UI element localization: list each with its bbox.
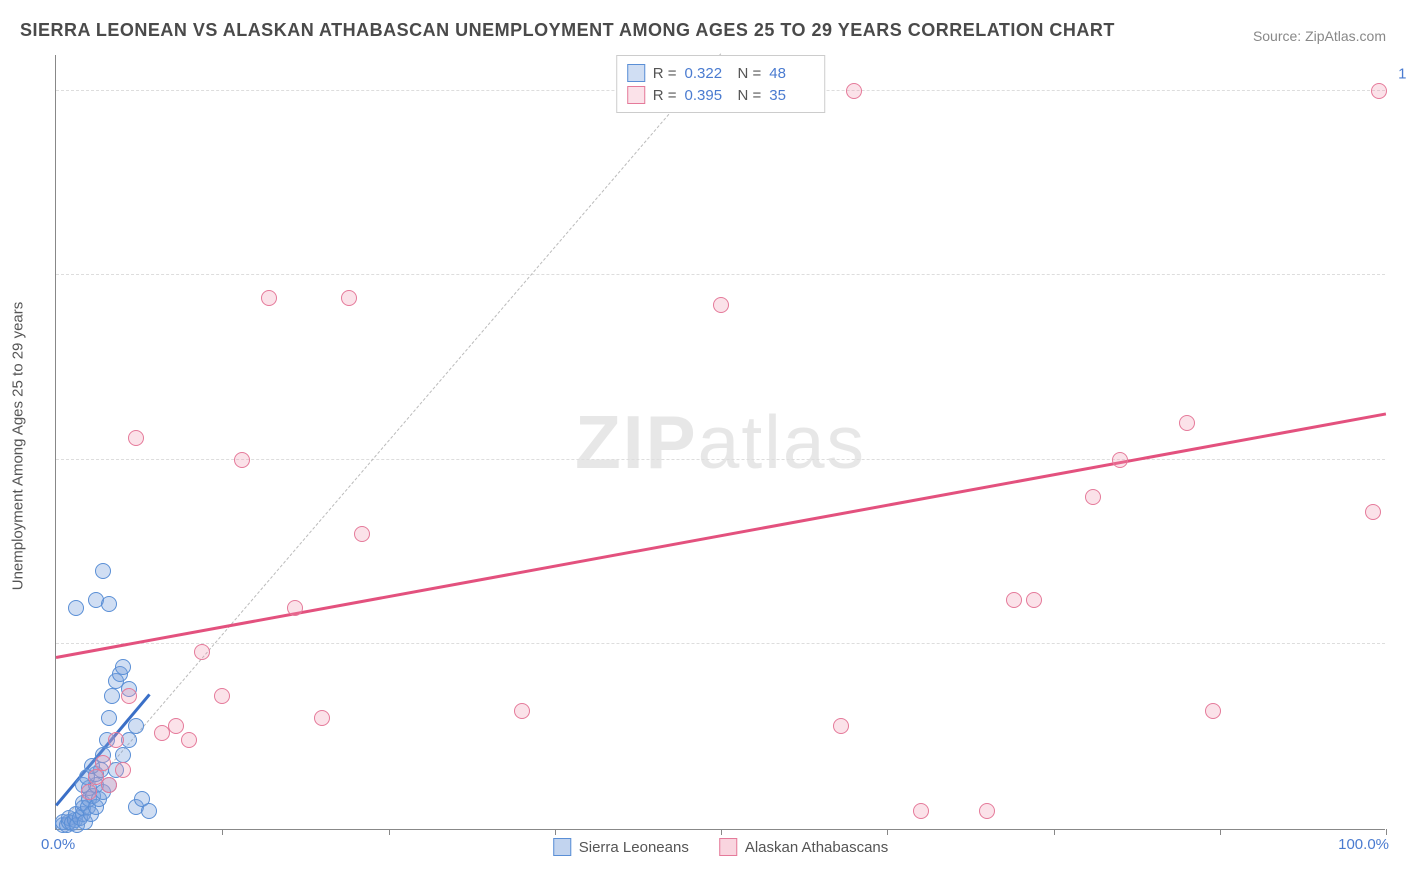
x-tick: [721, 829, 722, 835]
data-point: [108, 732, 124, 748]
data-point: [115, 659, 131, 675]
x-tick: [1054, 829, 1055, 835]
y-tick-label: 100.0%: [1389, 65, 1406, 82]
data-point: [115, 762, 131, 778]
data-point: [121, 688, 137, 704]
data-point: [913, 803, 929, 819]
data-point: [128, 430, 144, 446]
data-point: [979, 803, 995, 819]
legend-swatch: [553, 838, 571, 856]
x-tick: [555, 829, 556, 835]
data-point: [314, 710, 330, 726]
data-point: [115, 747, 131, 763]
data-point: [1026, 592, 1042, 608]
n-label: N =: [738, 87, 762, 104]
r-value: 0.395: [685, 87, 730, 104]
data-point: [141, 803, 157, 819]
data-point: [354, 526, 370, 542]
legend-item: Sierra Leoneans: [553, 838, 689, 856]
data-point: [713, 297, 729, 313]
data-point: [833, 718, 849, 734]
x-tick: [389, 829, 390, 835]
stats-row: R = 0.322 N = 48: [627, 62, 815, 84]
plot-area: ZIPatlas 25.0%50.0%75.0%100.0%0.0%100.0%…: [55, 55, 1385, 830]
stats-box: R = 0.322 N = 48 R = 0.395 N = 35: [616, 55, 826, 113]
data-point: [181, 732, 197, 748]
x-tick: [887, 829, 888, 835]
y-axis-label: Unemployment Among Ages 25 to 29 years: [10, 302, 27, 591]
data-point: [194, 644, 210, 660]
r-value: 0.322: [685, 65, 730, 82]
n-value: 35: [769, 87, 814, 104]
legend: Sierra Leoneans Alaskan Athabascans: [543, 838, 899, 856]
data-point: [261, 290, 277, 306]
data-point: [101, 710, 117, 726]
chart-title: SIERRA LEONEAN VS ALASKAN ATHABASCAN UNE…: [20, 20, 1115, 41]
data-point: [68, 600, 84, 616]
n-label: N =: [738, 65, 762, 82]
y-tick-label: 25.0%: [1389, 619, 1406, 636]
data-point: [1112, 452, 1128, 468]
series-swatch: [627, 64, 645, 82]
r-label: R =: [653, 87, 677, 104]
r-label: R =: [653, 65, 677, 82]
legend-label: Sierra Leoneans: [579, 839, 689, 856]
source-label: Source: ZipAtlas.com: [1253, 28, 1386, 44]
x-tick: [1386, 829, 1387, 835]
series-swatch: [627, 86, 645, 104]
data-point: [1085, 489, 1101, 505]
trend-line: [56, 413, 1386, 659]
legend-item: Alaskan Athabascans: [719, 838, 888, 856]
data-point: [1205, 703, 1221, 719]
data-point: [1365, 504, 1381, 520]
reference-line: [56, 53, 722, 829]
data-point: [1371, 83, 1387, 99]
data-point: [128, 718, 144, 734]
data-point: [846, 83, 862, 99]
data-point: [341, 290, 357, 306]
data-point: [214, 688, 230, 704]
data-point: [234, 452, 250, 468]
x-tick-label: 0.0%: [41, 836, 75, 853]
data-point: [101, 777, 117, 793]
data-point: [514, 703, 530, 719]
data-point: [95, 755, 111, 771]
legend-swatch: [719, 838, 737, 856]
gridline: [56, 274, 1385, 275]
data-point: [95, 563, 111, 579]
gridline: [56, 643, 1385, 644]
data-point: [81, 784, 97, 800]
y-tick-label: 50.0%: [1389, 434, 1406, 451]
gridline: [56, 459, 1385, 460]
data-point: [104, 688, 120, 704]
x-tick: [222, 829, 223, 835]
y-tick-label: 75.0%: [1389, 250, 1406, 267]
data-point: [1006, 592, 1022, 608]
data-point: [168, 718, 184, 734]
data-point: [287, 600, 303, 616]
data-point: [101, 596, 117, 612]
watermark: ZIPatlas: [575, 399, 866, 485]
x-tick-label: 100.0%: [1338, 836, 1389, 853]
legend-label: Alaskan Athabascans: [745, 839, 888, 856]
x-tick: [1220, 829, 1221, 835]
stats-row: R = 0.395 N = 35: [627, 84, 815, 106]
n-value: 48: [769, 65, 814, 82]
data-point: [1179, 415, 1195, 431]
